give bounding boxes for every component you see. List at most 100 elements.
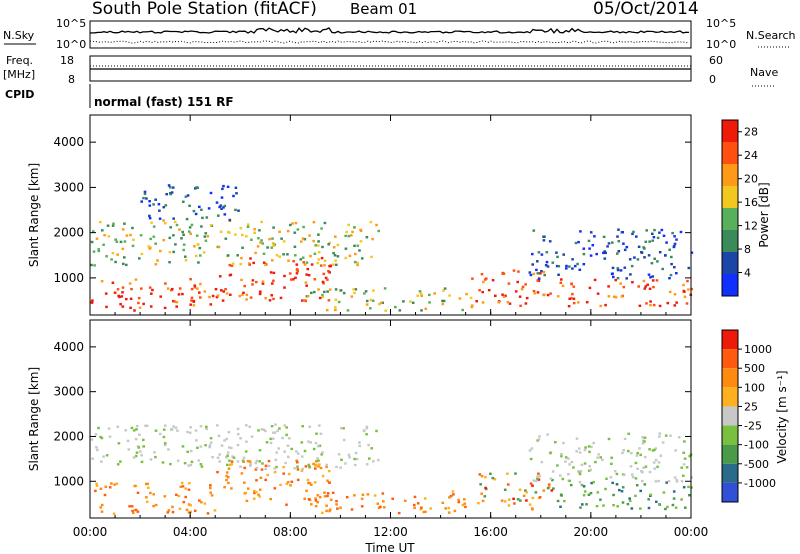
heatmap-cell xyxy=(477,502,480,505)
heatmap-cell xyxy=(575,437,579,440)
heatmap-cell xyxy=(262,252,266,255)
heatmap-cell xyxy=(323,290,326,294)
heatmap-cell xyxy=(493,478,497,481)
heatmap-cell xyxy=(655,500,658,503)
y-tick-label: 1000 xyxy=(53,271,84,285)
heatmap-cell xyxy=(592,480,595,484)
heatmap-cell xyxy=(310,483,313,486)
heatmap-cell xyxy=(283,450,286,453)
heatmap-cell xyxy=(271,237,274,240)
heatmap-cell xyxy=(218,275,222,278)
heatmap-cell xyxy=(102,455,105,458)
heatmap-cell xyxy=(97,248,100,251)
heatmap-cell xyxy=(458,297,462,300)
heatmap-cell xyxy=(205,427,208,431)
heatmap-cell xyxy=(159,249,162,253)
heatmap-cell xyxy=(418,290,422,293)
colorbar-tick-label: 24 xyxy=(744,149,758,162)
heatmap-cell xyxy=(324,276,328,280)
heatmap-cell xyxy=(127,448,131,451)
heatmap-cell xyxy=(369,307,372,310)
heatmap-cell xyxy=(634,477,638,480)
heatmap-cell xyxy=(149,491,152,495)
heatmap-cell xyxy=(551,478,554,482)
heatmap-cell xyxy=(111,281,115,284)
heatmap-cell xyxy=(231,262,235,265)
heatmap-cell xyxy=(305,284,308,287)
heatmap-cell xyxy=(293,245,297,248)
heatmap-cell xyxy=(149,237,152,241)
heatmap-cell xyxy=(201,216,204,220)
heatmap-cell xyxy=(567,305,571,308)
heatmap-cell xyxy=(429,507,432,510)
heatmap-cell xyxy=(148,214,151,218)
heatmap-cell xyxy=(264,429,267,433)
heatmap-cell xyxy=(222,206,225,209)
heatmap-cell xyxy=(368,457,371,460)
heatmap-cell xyxy=(649,300,652,303)
heatmap-cell xyxy=(99,220,102,224)
heatmap-cell xyxy=(190,299,193,302)
heatmap-cell xyxy=(230,264,234,267)
heatmap-cell xyxy=(223,486,226,489)
heatmap-cell xyxy=(651,232,654,235)
heatmap-cell xyxy=(617,228,620,231)
heatmap-cell xyxy=(654,458,658,462)
heatmap-cell xyxy=(309,441,312,444)
heatmap-cell xyxy=(565,264,568,268)
heatmap-cell xyxy=(662,491,666,494)
heatmap-cell xyxy=(193,245,196,248)
heatmap-cell xyxy=(353,291,356,295)
heatmap-cell xyxy=(205,425,208,428)
heatmap-cell xyxy=(685,302,689,305)
heatmap-cell xyxy=(537,277,541,281)
heatmap-cell xyxy=(264,464,268,467)
heatmap-cell xyxy=(194,212,198,216)
heatmap-cell xyxy=(602,235,606,239)
heatmap-cell xyxy=(649,276,652,279)
heatmap-cell xyxy=(670,262,673,266)
heatmap-cell xyxy=(259,290,262,293)
noise-sky-series xyxy=(89,27,690,34)
heatmap-cell xyxy=(180,481,184,485)
heatmap-cell xyxy=(621,501,625,504)
heatmap-cell xyxy=(578,268,582,271)
heatmap-cell xyxy=(313,481,317,484)
heatmap-cell xyxy=(491,476,495,480)
heatmap-cell xyxy=(638,447,641,450)
heatmap-cell xyxy=(236,460,240,463)
heatmap-cell xyxy=(100,436,104,440)
heatmap-cell xyxy=(286,229,290,233)
heatmap-cell xyxy=(656,236,660,240)
heatmap-cell xyxy=(228,459,231,462)
heatmap-cell xyxy=(356,261,359,265)
heatmap-cell xyxy=(644,240,648,243)
heatmap-cell xyxy=(236,443,240,447)
heatmap-cell xyxy=(658,251,662,254)
heatmap-cell xyxy=(369,298,373,302)
heatmap-cell xyxy=(578,472,582,476)
heatmap-cell xyxy=(522,494,526,497)
heatmap-cell xyxy=(643,287,647,290)
heatmap-cell xyxy=(362,429,366,433)
heatmap-cell xyxy=(578,447,581,450)
heatmap-cell xyxy=(116,288,120,291)
heatmap-cell xyxy=(654,447,658,450)
y-tick-label: 3000 xyxy=(53,385,84,399)
heatmap-cell xyxy=(506,301,510,304)
heatmap-cell xyxy=(327,481,331,484)
heatmap-cell xyxy=(171,287,174,291)
heatmap-cell xyxy=(449,494,453,498)
heatmap-cell xyxy=(143,192,147,196)
heatmap-cell xyxy=(619,269,623,272)
power-ylabel: Slant Range [km] xyxy=(27,163,41,267)
nave-label: Nave xyxy=(750,66,778,79)
heatmap-cell xyxy=(318,495,322,499)
heatmap-cell xyxy=(358,444,361,448)
heatmap-cell xyxy=(570,282,573,286)
heatmap-cell xyxy=(209,303,213,306)
heatmap-cell xyxy=(549,477,553,480)
heatmap-cell xyxy=(623,437,627,441)
heatmap-cell xyxy=(240,472,244,475)
heatmap-cell xyxy=(601,458,604,461)
